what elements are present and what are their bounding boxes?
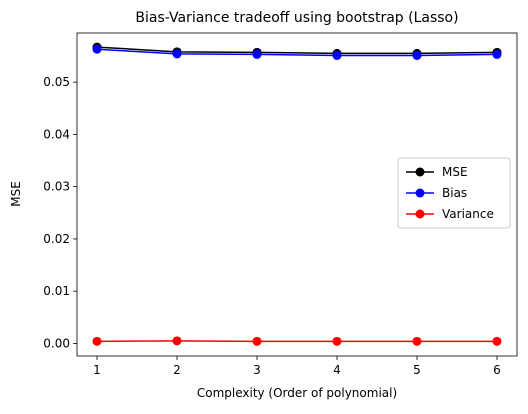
- y-tick-label-1: 0.01: [43, 284, 70, 298]
- y-tick-label-2: 0.02: [43, 232, 70, 246]
- series-line-bias: [96, 48, 498, 57]
- y-tick-label-4: 0.04: [43, 127, 70, 141]
- point-bias-2: [252, 49, 262, 59]
- legend-label-variance: Variance: [442, 207, 494, 221]
- legend: MSE Bias Variance: [397, 157, 511, 229]
- plot-area: 1 2 3 4 5 6 0.00 0.01 0.02 0.03 0.04 0.05: [43, 32, 518, 377]
- legend-label-bias: Bias: [442, 186, 467, 200]
- y-tick-label-0: 0.00: [43, 336, 70, 350]
- legend-label-mse: MSE: [442, 165, 468, 179]
- x-tick-label-4: 5: [413, 363, 421, 377]
- x-axis-label: Complexity (Order of polynomial): [197, 386, 397, 400]
- point-bias-1: [172, 49, 182, 59]
- x-tick-label-1: 2: [173, 363, 181, 377]
- point-variance-3: [332, 336, 342, 346]
- point-bias-3: [332, 50, 342, 60]
- y-tick-label-5: 0.05: [43, 75, 70, 89]
- point-bias-5: [492, 49, 502, 59]
- y-axis-label: MSE: [9, 181, 23, 207]
- point-variance-4: [412, 336, 422, 346]
- x-tick-label-3: 4: [333, 363, 341, 377]
- series-line-variance: [96, 340, 497, 343]
- point-variance-1: [172, 336, 182, 346]
- legend-box: [397, 157, 511, 229]
- point-bias-0: [92, 44, 102, 54]
- chart-title: Bias-Variance tradeoff using bootstrap (…: [135, 10, 458, 26]
- legend-marker-mse: [415, 167, 425, 177]
- x-tick-label-2: 3: [253, 363, 261, 377]
- point-variance-2: [252, 336, 262, 346]
- point-variance-5: [492, 336, 502, 346]
- x-tick-label-5: 6: [493, 363, 501, 377]
- legend-marker-bias: [415, 188, 425, 198]
- x-tick-label-0: 1: [93, 363, 101, 377]
- series-line-mse: [96, 46, 498, 55]
- plot-frame: [76, 32, 518, 357]
- point-bias-4: [412, 50, 422, 60]
- point-variance-0: [92, 336, 102, 346]
- y-tick-label-3: 0.03: [43, 180, 70, 194]
- legend-marker-variance: [415, 209, 425, 219]
